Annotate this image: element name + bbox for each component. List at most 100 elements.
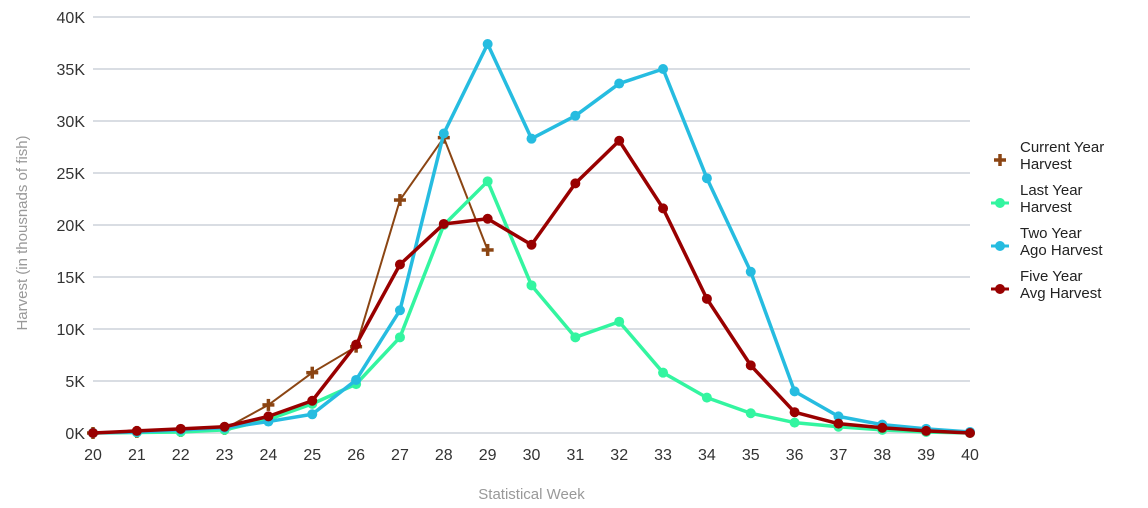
data-point (570, 178, 581, 189)
data-point (877, 422, 888, 433)
data-point (789, 417, 800, 428)
y-tick-label: 40K (57, 10, 86, 27)
data-point (175, 423, 186, 434)
legend-item-1[interactable]: Last Year Harvest (991, 182, 1083, 216)
y-axis-title: Harvest (in thousnads of fish) (14, 135, 31, 330)
data-point (351, 339, 362, 350)
y-tick-label: 10K (57, 322, 86, 339)
x-tick-label: 35 (742, 447, 760, 464)
data-point (789, 386, 800, 397)
x-tick-label: 21 (128, 447, 146, 464)
data-point (833, 411, 844, 422)
legend-marker-plus (994, 154, 1006, 166)
legend-marker (991, 198, 1009, 208)
legend-label: Five Year Avg Harvest (1020, 268, 1102, 302)
x-tick-label: 33 (654, 447, 672, 464)
data-point (701, 392, 712, 403)
x-tick-label: 37 (830, 447, 848, 464)
legend-item-0[interactable]: Current Year Harvest (994, 139, 1104, 173)
data-point-plus (393, 194, 406, 207)
series-line (92, 179, 971, 435)
data-point (438, 218, 449, 229)
data-point (745, 360, 756, 371)
data-point (658, 64, 669, 74)
x-tick-label: 29 (479, 447, 497, 464)
data-point (219, 421, 230, 432)
legend-item-3[interactable]: Five Year Avg Harvest (991, 268, 1102, 302)
data-point (658, 203, 669, 214)
data-point (394, 305, 405, 316)
x-tick-label: 25 (303, 447, 321, 464)
x-tick-label: 22 (172, 447, 190, 464)
data-point (614, 316, 625, 327)
series-layer (87, 39, 975, 439)
data-point (526, 280, 537, 291)
y-tick-label: 25K (57, 166, 86, 183)
data-point (307, 409, 318, 420)
x-tick-label: 26 (347, 447, 365, 464)
x-tick-label: 39 (917, 447, 935, 464)
series-2 (88, 39, 975, 438)
data-point (701, 293, 712, 304)
x-tick-label: 31 (566, 447, 584, 464)
data-point (526, 239, 537, 250)
data-point (482, 39, 493, 50)
legend-label: Last Year Harvest (1020, 182, 1083, 216)
y-tick-label: 20K (57, 218, 86, 235)
y-axis-tick-labels: 0K 5K 10K 15K 20K 25K 30K 35K 40K (57, 10, 86, 443)
legend-item-2[interactable]: Two Year Ago Harvest (991, 225, 1103, 259)
data-point (614, 135, 625, 146)
series-line (92, 42, 971, 435)
data-point (745, 408, 756, 419)
data-point (263, 411, 274, 422)
x-axis-tick-labels: 20 21 22 23 24 25 26 27 28 29 30 31 32 33 34 35 36 37 38 39… (84, 447, 979, 464)
data-point (131, 425, 142, 436)
data-point (658, 367, 669, 378)
legend-marker (991, 284, 1009, 294)
data-point-plus (481, 243, 494, 256)
data-point (307, 395, 318, 406)
y-tick-label: 5K (65, 374, 85, 391)
data-point (789, 407, 800, 418)
data-point (438, 128, 449, 139)
data-point-plus (262, 398, 275, 411)
data-point (482, 213, 493, 224)
x-tick-label: 27 (391, 447, 409, 464)
data-point (394, 259, 405, 270)
data-point (745, 266, 756, 277)
x-tick-label: 30 (523, 447, 541, 464)
data-point (614, 78, 625, 89)
series-line (92, 136, 489, 434)
legend-label: Current Year Harvest (1020, 139, 1104, 173)
x-tick-label: 34 (698, 447, 716, 464)
y-tick-label: 0K (65, 426, 85, 443)
data-point (570, 332, 581, 343)
x-axis-title: Statistical Week (478, 486, 585, 503)
x-tick-label: 40 (961, 447, 979, 464)
legend: Current Year Harvest Last Year Harvest Two Y… (991, 139, 1104, 302)
data-point (351, 374, 362, 385)
x-tick-label: 32 (610, 447, 628, 464)
x-tick-label: 38 (873, 447, 891, 464)
y-tick-label: 30K (57, 114, 86, 131)
data-point (526, 133, 537, 144)
series-1 (88, 176, 975, 438)
legend-label: Two Year Ago Harvest (1020, 225, 1103, 259)
x-tick-label: 20 (84, 447, 102, 464)
data-point (88, 428, 98, 438)
data-point (482, 176, 493, 187)
data-point (965, 428, 975, 438)
data-point (701, 173, 712, 184)
y-tick-label: 35K (57, 62, 86, 79)
data-point (570, 110, 581, 121)
data-point (394, 332, 405, 343)
x-tick-label: 23 (216, 447, 234, 464)
data-point (921, 425, 932, 436)
x-tick-label: 36 (786, 447, 804, 464)
x-tick-label: 24 (260, 447, 278, 464)
grid-lines (93, 16, 970, 434)
data-point-plus (306, 366, 319, 379)
data-point (833, 418, 844, 429)
legend-marker (991, 241, 1009, 251)
